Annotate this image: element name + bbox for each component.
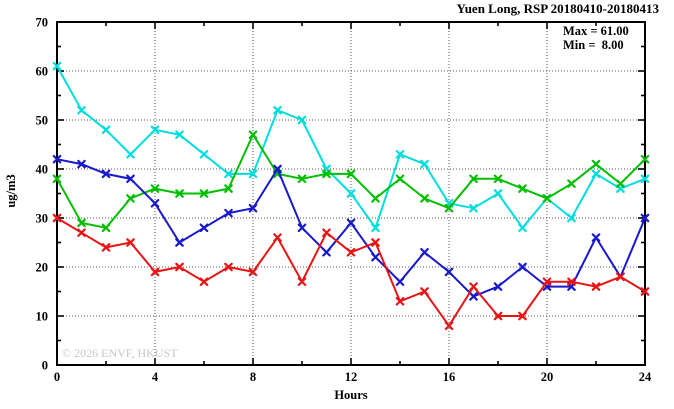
min-stat: Min = 8.00 <box>563 38 624 52</box>
series-blue-line <box>56 158 646 298</box>
series-green-markers <box>52 130 650 233</box>
watermark: © 2026 ENVF, HKUST <box>62 346 178 360</box>
y-tick-label: 30 <box>36 212 49 226</box>
gridlines <box>57 22 645 365</box>
series-cyan-line <box>56 65 646 229</box>
series-cyan-markers <box>52 61 650 233</box>
x-tick-label: 20 <box>541 370 554 384</box>
x-tick-label: 12 <box>345 370 358 384</box>
y-axis-label: ug/m3 <box>4 174 18 207</box>
series-red-markers <box>52 213 650 331</box>
x-tick-label: 8 <box>250 370 256 384</box>
y-tick-label: 60 <box>36 65 49 79</box>
max-stat: Max = 61.00 <box>563 24 629 38</box>
y-tick-label: 70 <box>36 16 49 30</box>
y-tick-label: 50 <box>36 114 49 128</box>
chart-title: Yuen Long, RSP 20180410-20180413 <box>457 1 660 16</box>
x-tick-labels: 0 4 8 12 16 20 24 <box>54 370 652 384</box>
y-tick-labels: 0 10 20 30 40 50 60 70 <box>36 16 49 373</box>
y-tick-label: 20 <box>36 261 49 275</box>
series-blue-markers <box>52 154 650 301</box>
x-tick-label: 16 <box>443 370 456 384</box>
y-tick-label: 10 <box>36 310 49 324</box>
plot-area: 0 10 20 30 40 50 60 70 0 4 8 12 16 20 24 <box>36 16 653 385</box>
plot-frame <box>56 21 646 366</box>
x-tick-label: 0 <box>54 370 60 384</box>
y-tick-label: 40 <box>36 163 49 177</box>
x-axis-label: Hours <box>334 388 367 402</box>
y-tick-label: 0 <box>42 359 48 373</box>
axis-ticks <box>57 22 645 365</box>
x-tick-label: 24 <box>639 370 652 384</box>
x-tick-label: 4 <box>152 370 159 384</box>
